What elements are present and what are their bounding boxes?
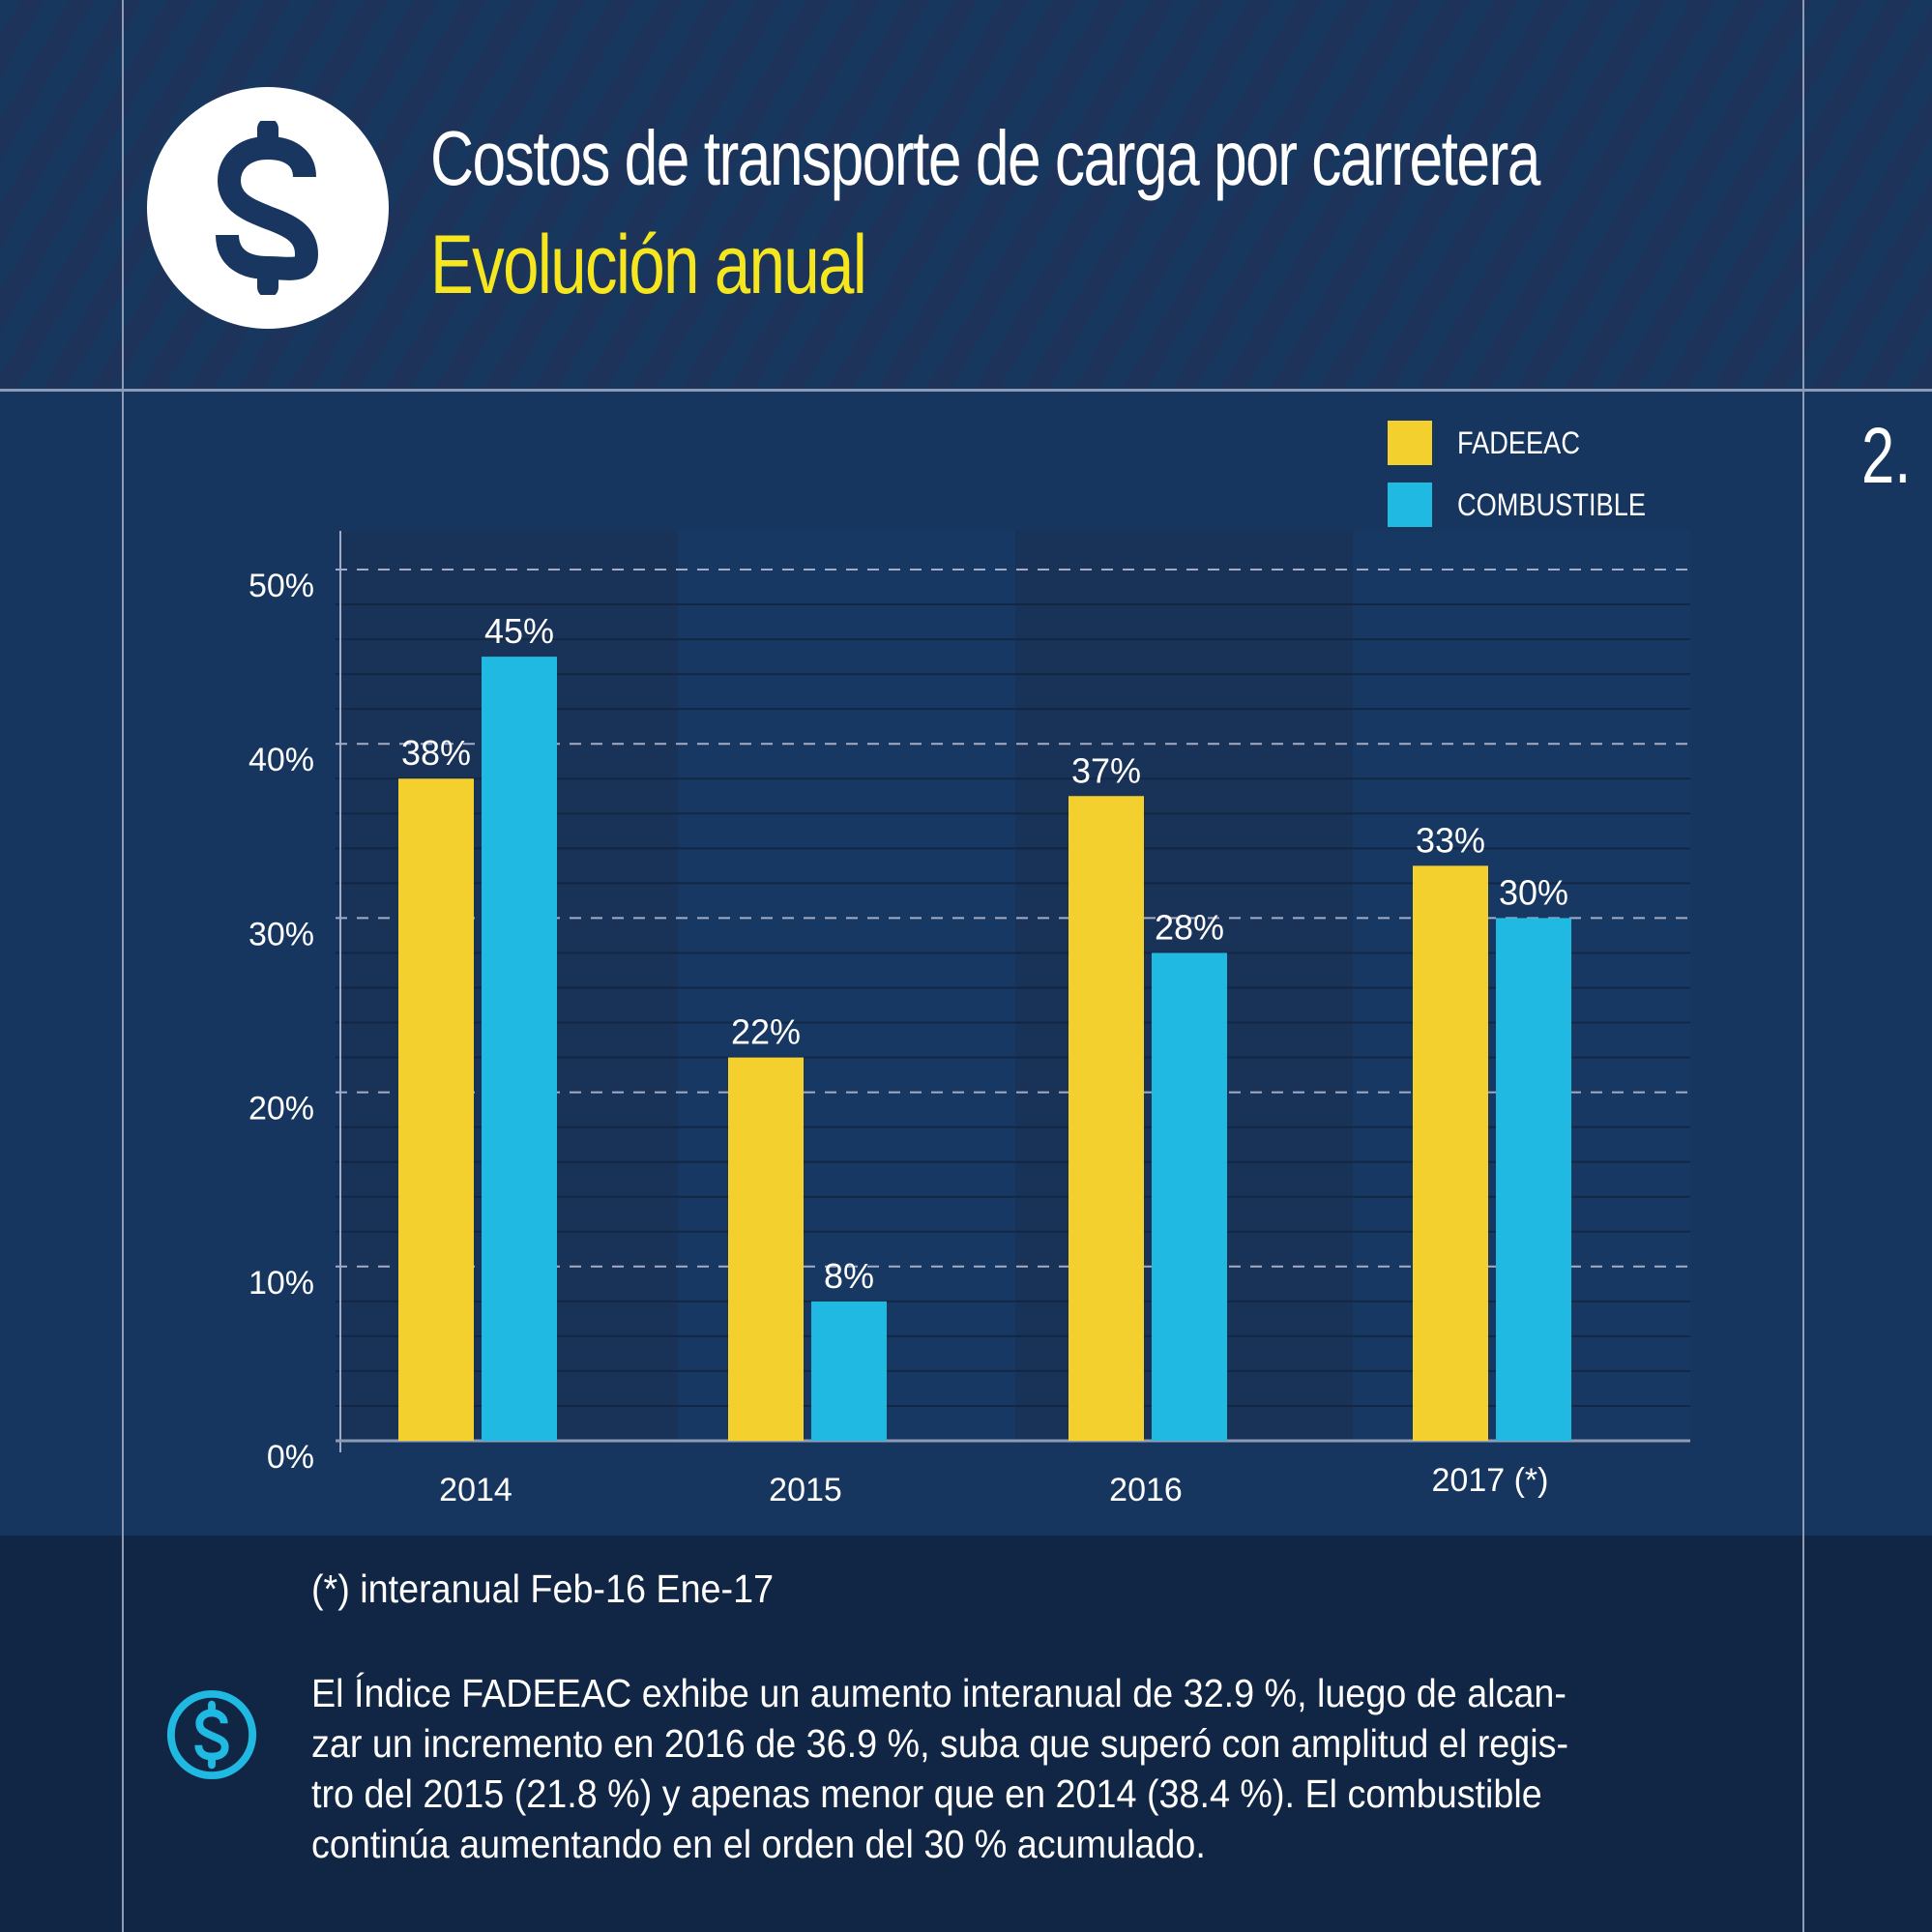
- page-subtitle: Evolución anual: [430, 219, 867, 311]
- bar-value-label: 37%: [1071, 750, 1141, 790]
- bar-fadeeac-2015: [728, 1057, 804, 1441]
- description-line: El Índice FADEEAC exhibe un aumento inte…: [311, 1671, 1566, 1715]
- y-tick-label: 30%: [249, 916, 314, 952]
- description-line: continúa aumentando en el orden del 30 %…: [311, 1822, 1206, 1866]
- bar-combustible-2017: [1496, 918, 1571, 1441]
- x-tick-label: 2014: [439, 1472, 512, 1508]
- bar-value-label: 38%: [401, 733, 471, 773]
- bar-chart: 0% 10% 20% 30% 40% 50% 38% 45% 2014 22% 8% 2015 37% 2…: [249, 531, 1690, 1508]
- bar-combustible-2014: [482, 657, 557, 1441]
- bar-combustible-2015: [811, 1301, 887, 1441]
- frame-line-left: [122, 0, 124, 1932]
- bar-value-label: 8%: [824, 1256, 874, 1296]
- header-banner: [0, 0, 1932, 391]
- description-line: tro del 2015 (21.8 %) y apenas menor que…: [311, 1771, 1542, 1816]
- footer-panel: [0, 1536, 1932, 1932]
- bar-value-label: 33%: [1416, 820, 1485, 860]
- chart-footnote: (*) interanual Feb-16 Ene-17: [311, 1566, 775, 1611]
- dollar-circle-icon: [166, 1689, 257, 1780]
- frame-line-left-footer: [122, 1536, 124, 1932]
- y-tick-label: 10%: [249, 1265, 314, 1302]
- frame-line-right-footer: [1802, 1536, 1804, 1932]
- page-title: Costos de transporte de carga por carret…: [430, 115, 1540, 201]
- page-number: 2.: [1861, 412, 1912, 500]
- y-tick-label: 50%: [249, 568, 314, 604]
- bar-combustible-2016: [1152, 952, 1227, 1441]
- header-divider: [0, 389, 1932, 392]
- x-tick-label: 2016: [1109, 1472, 1183, 1508]
- legend-swatch-fadeeac: [1388, 421, 1432, 465]
- dollar-sign-icon: [216, 121, 319, 295]
- bar-fadeeac-2016: [1068, 796, 1144, 1441]
- frame-line-right: [1802, 0, 1804, 1932]
- y-tick-label: 40%: [249, 742, 314, 778]
- y-tick-label: 20%: [249, 1091, 314, 1127]
- x-tick-label: 2017 (*): [1432, 1462, 1549, 1499]
- bar-value-label: 22%: [731, 1012, 801, 1052]
- legend-item-combustible: COMBUSTIBLE: [1388, 483, 1679, 527]
- legend-label-combustible: COMBUSTIBLE: [1457, 486, 1646, 522]
- description-line: zar un incremento en 2016 de 36.9 %, sub…: [311, 1721, 1569, 1766]
- bar-value-label: 45%: [484, 611, 554, 651]
- legend-label-fadeeac: FADEEAC: [1457, 424, 1580, 460]
- legend-swatch-combustible: [1388, 483, 1432, 527]
- bar-value-label: 28%: [1155, 907, 1224, 947]
- legend-item-fadeeac: FADEEAC: [1388, 421, 1679, 465]
- bar-value-label: 30%: [1499, 872, 1568, 912]
- chart-legend: FADEEAC COMBUSTIBLE: [1388, 421, 1679, 544]
- dollar-circle-icon: [147, 87, 389, 329]
- x-tick-label: 2015: [769, 1472, 842, 1508]
- y-tick-label: 0%: [267, 1439, 314, 1476]
- bar-fadeeac-2017: [1413, 865, 1488, 1441]
- bar-fadeeac-2014: [398, 778, 474, 1441]
- chart-description: El Índice FADEEAC exhibe un aumento inte…: [311, 1668, 1569, 1869]
